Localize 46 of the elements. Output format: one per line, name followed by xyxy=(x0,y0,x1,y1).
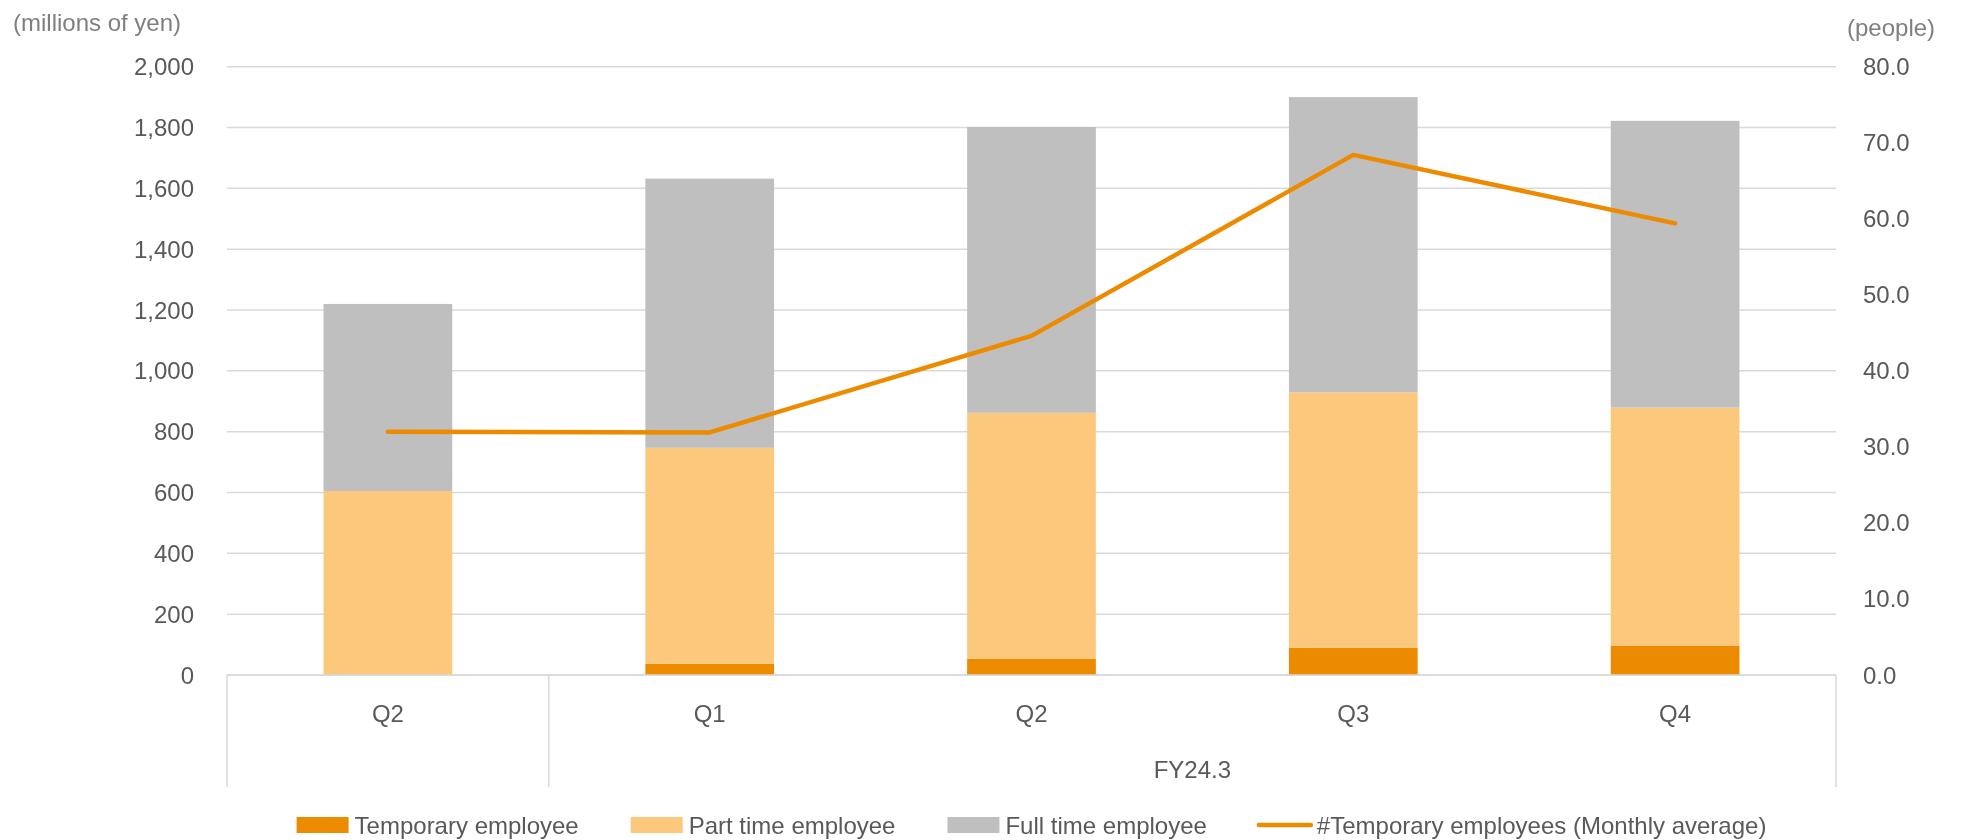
x-tick-label: Q4 xyxy=(1659,699,1692,727)
legend-label: Part time employee xyxy=(688,811,896,839)
bar xyxy=(323,490,453,675)
y-tick-label: 1,600 xyxy=(133,174,194,202)
bar xyxy=(1610,120,1740,408)
legend-label: #Temporary employees (Monthly average) xyxy=(1316,811,1767,839)
y2-tick-label: 10.0 xyxy=(1863,585,1910,613)
y-tick-label: 400 xyxy=(153,539,194,567)
y-tick-label: 2,000 xyxy=(133,53,194,81)
y2-tick-label: 80.0 xyxy=(1863,53,1910,81)
bar xyxy=(645,178,775,448)
x-tick-label: Q2 xyxy=(371,699,404,727)
y-tick-label: 600 xyxy=(153,479,194,507)
text: FY24.3 xyxy=(1153,755,1232,783)
bar xyxy=(1288,97,1418,393)
bar xyxy=(1288,392,1418,648)
legend-label: Temporary employee xyxy=(354,811,579,839)
y-tick-label: 0 xyxy=(180,661,194,689)
bar xyxy=(323,303,453,491)
bar xyxy=(967,412,1096,659)
x-tick-label: Q1 xyxy=(693,699,726,727)
y-tick-label: 1,200 xyxy=(133,296,194,324)
y-tick-label: 800 xyxy=(153,418,194,446)
y2-tick-label: 70.0 xyxy=(1863,129,1910,157)
y2-tick-label: 40.0 xyxy=(1863,357,1910,385)
bar xyxy=(1288,647,1418,675)
y2-tick-label: 20.0 xyxy=(1863,509,1910,537)
x-tick-label: Q3 xyxy=(1337,699,1370,727)
bar xyxy=(967,126,1096,413)
y2-tick-label: 0.0 xyxy=(1863,661,1897,689)
y-tick-label: 1,000 xyxy=(133,357,194,385)
legend-label: Full time employee xyxy=(1005,811,1207,839)
y-axis-title: (millions of yen) xyxy=(13,8,182,36)
y2-tick-label: 30.0 xyxy=(1863,433,1910,461)
y2-tick-label: 60.0 xyxy=(1863,205,1910,233)
y2-tick-label: 50.0 xyxy=(1863,281,1910,309)
x-tick-label: Q2 xyxy=(1015,699,1048,727)
y-tick-label: 1,800 xyxy=(133,114,194,142)
y2-axis-title: (people) xyxy=(1847,13,1936,41)
y-tick-label: 1,400 xyxy=(133,235,194,263)
line-series xyxy=(385,152,1678,435)
y-tick-label: 200 xyxy=(153,600,194,628)
bar xyxy=(1610,645,1740,675)
bar xyxy=(967,658,1096,675)
bar xyxy=(1610,407,1740,646)
bar xyxy=(645,447,775,664)
